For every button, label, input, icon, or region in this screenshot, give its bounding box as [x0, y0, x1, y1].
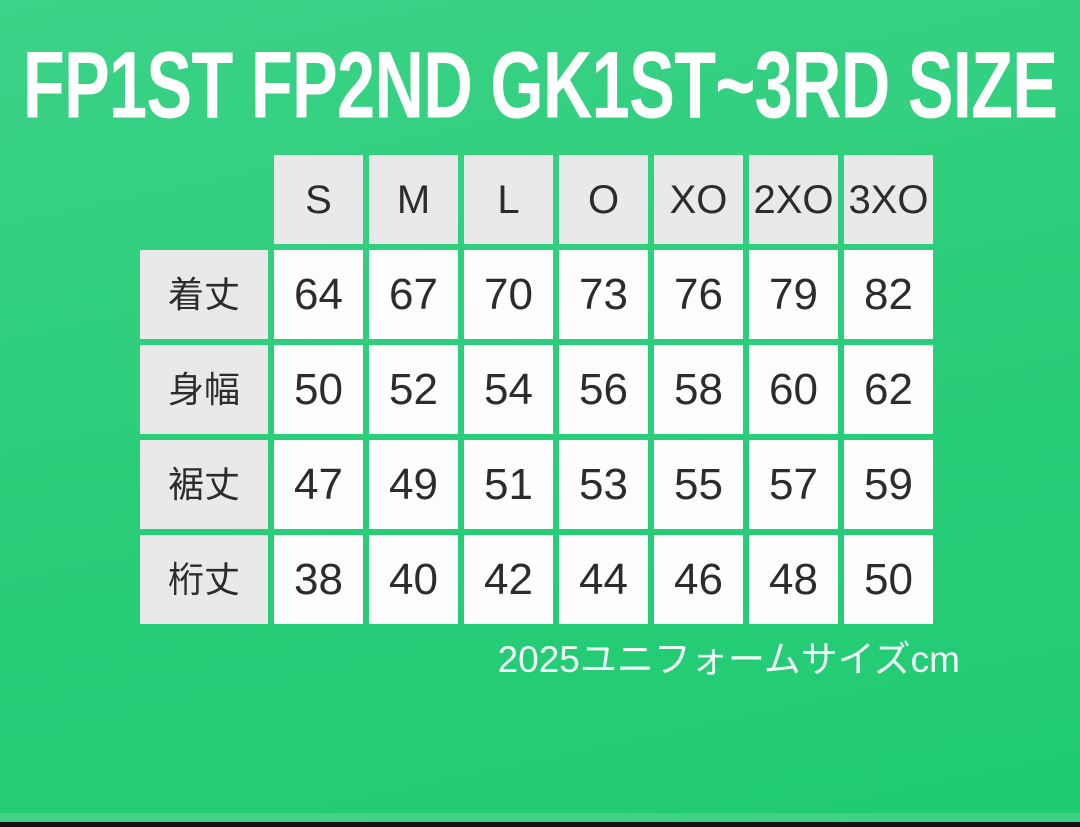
size-value-cell: 47	[274, 440, 363, 529]
size-value-cell: 70	[464, 250, 553, 339]
size-value-cell: 59	[844, 440, 933, 529]
page-title: FP1ST FP2ND GK1ST~3RD SIZE	[22, 31, 1058, 138]
size-value-cell: 54	[464, 345, 553, 434]
size-value-cell: 60	[749, 345, 838, 434]
column-header-cell: S	[274, 155, 363, 244]
bottom-highlight-strip	[0, 813, 1080, 822]
chart-caption: 2025ユニフォームサイズcm	[497, 639, 960, 680]
size-table: S M L O XO 2XO 3XO 着丈 64 67 70 73 76 79 …	[140, 155, 933, 624]
column-header-cell: XO	[654, 155, 743, 244]
column-header-cell: L	[464, 155, 553, 244]
row-label-cell: 裾丈	[140, 440, 268, 529]
row-label-cell: 着丈	[140, 250, 268, 339]
size-value-cell: 44	[559, 535, 648, 624]
size-value-cell: 52	[369, 345, 458, 434]
size-value-cell: 62	[844, 345, 933, 434]
size-value-cell: 49	[369, 440, 458, 529]
size-value-cell: 57	[749, 440, 838, 529]
table-corner-cell	[140, 155, 268, 244]
size-value-cell: 64	[274, 250, 363, 339]
bottom-black-bar	[0, 822, 1080, 827]
row-label-cell: 桁丈	[140, 535, 268, 624]
column-header-cell: 2XO	[749, 155, 838, 244]
column-header-cell: O	[559, 155, 648, 244]
size-value-cell: 67	[369, 250, 458, 339]
size-value-cell: 79	[749, 250, 838, 339]
column-header-cell: M	[369, 155, 458, 244]
size-value-cell: 73	[559, 250, 648, 339]
size-value-cell: 58	[654, 345, 743, 434]
column-header-cell: 3XO	[844, 155, 933, 244]
size-value-cell: 51	[464, 440, 553, 529]
size-value-cell: 46	[654, 535, 743, 624]
size-value-cell: 38	[274, 535, 363, 624]
size-value-cell: 82	[844, 250, 933, 339]
size-value-cell: 42	[464, 535, 553, 624]
size-value-cell: 76	[654, 250, 743, 339]
size-value-cell: 40	[369, 535, 458, 624]
size-value-cell: 50	[844, 535, 933, 624]
size-value-cell: 55	[654, 440, 743, 529]
row-label-cell: 身幅	[140, 345, 268, 434]
size-value-cell: 53	[559, 440, 648, 529]
size-value-cell: 48	[749, 535, 838, 624]
page-title-row: FP1ST FP2ND GK1ST~3RD SIZE	[0, 30, 1080, 140]
size-value-cell: 50	[274, 345, 363, 434]
size-value-cell: 56	[559, 345, 648, 434]
